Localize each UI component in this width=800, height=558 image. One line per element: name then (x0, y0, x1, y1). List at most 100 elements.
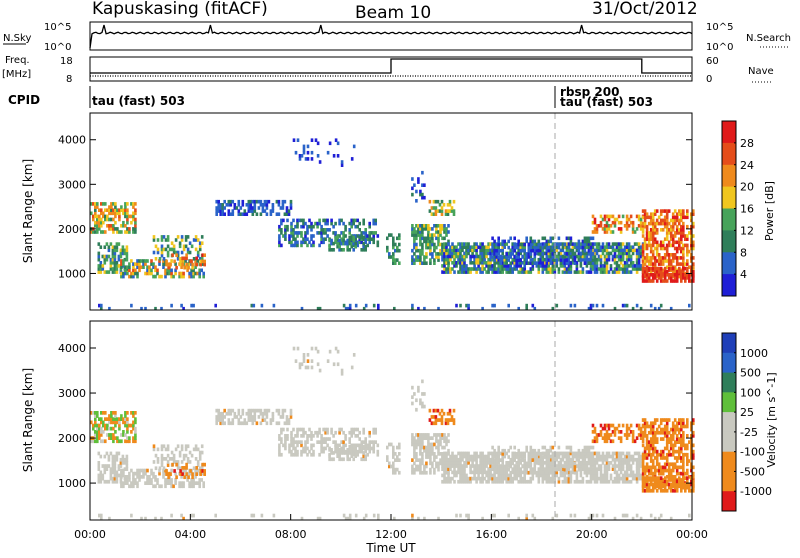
velocity-cell-213 (126, 458, 129, 462)
velocity-cell-560 (278, 444, 281, 448)
velocity-cell-43 (104, 439, 107, 443)
power-cell-303 (174, 272, 177, 276)
power-cell-182 (116, 270, 119, 274)
power-cell-347 (202, 275, 205, 279)
velocity-cell-672 (328, 437, 331, 441)
date-title: 31/Oct/2012 (592, 0, 698, 19)
velocity-cell-264 (146, 469, 149, 473)
power-cell-2489 (666, 279, 669, 283)
power-cell-817 (364, 248, 367, 252)
power-cell-1937 (548, 249, 551, 253)
power-cell-2587 (525, 304, 528, 308)
power-cell-1835 (493, 258, 496, 262)
power-cell-390 (179, 241, 182, 245)
power-cell-1886 (521, 255, 524, 259)
velocity-cell-576 (286, 434, 289, 438)
power-cell-1706 (610, 267, 613, 271)
power-cell-453 (215, 212, 218, 216)
velocity-cell-2258 (666, 456, 669, 460)
power-cell-148 (104, 261, 107, 265)
power-cell-242 (134, 269, 137, 273)
power-cell-1714 (612, 245, 615, 249)
power-cell-2073 (632, 224, 635, 228)
velocity-cell-342 (198, 481, 201, 485)
power-cell-2607 (650, 304, 653, 308)
power-cell-962 (429, 249, 432, 253)
power-cell-553 (288, 209, 291, 213)
power-cell-931 (421, 233, 424, 237)
power-cell-2213 (658, 253, 661, 257)
power-cell-2577 (459, 304, 462, 308)
velocity-cell-1987 (580, 462, 583, 466)
power-cell-1056 (443, 203, 446, 207)
power-cell-332 (192, 275, 195, 279)
power-cell-562 (278, 225, 281, 229)
power-cell-554 (290, 206, 293, 210)
power-cell-662 (324, 231, 327, 235)
velocity-cell-1880 (517, 462, 520, 466)
power-cell-1904 (530, 252, 533, 256)
power-cell-857 (390, 233, 393, 237)
power-cell-505 (250, 203, 253, 207)
power-cell-783 (336, 236, 339, 240)
power-cell-2257 (666, 250, 669, 254)
power-cell-579 (288, 237, 291, 241)
power-cell-1183 (469, 258, 472, 262)
velocity-cell-420 (201, 451, 204, 455)
power-cell-603 (296, 225, 299, 229)
power-cell-84 (118, 218, 121, 222)
power-cell-2192 (654, 212, 657, 216)
power-cell-513 (254, 203, 257, 207)
power-cell-1046 (435, 206, 438, 210)
velocity-cell-440 (187, 475, 190, 479)
power-colorbar-tick-label-6: 28 (740, 137, 754, 150)
power-cell-2266 (666, 219, 669, 223)
power-cell-882 (411, 249, 414, 253)
velocity-cell-1883 (519, 468, 522, 472)
velocity-cell-394 (183, 457, 186, 461)
velocity-cell-540 (278, 421, 281, 425)
power-cell-2409 (688, 250, 691, 254)
velocity-cell-1862 (507, 449, 510, 453)
power-cell-1556 (570, 270, 573, 274)
power-cell-1857 (505, 261, 508, 265)
velocity-cell-844 (337, 362, 340, 366)
power-cell-358 (159, 257, 162, 261)
power-cell-300 (170, 269, 173, 273)
velocity-cell-704 (348, 437, 351, 441)
power-cell-177 (114, 258, 117, 262)
velocity-cell-1693 (606, 471, 609, 475)
velocity-cell-421 (201, 444, 204, 448)
velocity-cell-86 (118, 421, 121, 425)
power-cell-1260 (489, 261, 492, 265)
power-cell-415 (199, 248, 202, 252)
power-cell-2198 (656, 250, 659, 254)
power-cell-2541 (130, 304, 133, 308)
power-cell-1234 (481, 242, 484, 246)
power-cell-2550 (192, 304, 195, 308)
velocity-cell-441 (189, 469, 192, 473)
velocity-cell-136 (98, 464, 101, 468)
velocity-cell-125 (134, 436, 137, 440)
velocity-cell-365 (163, 466, 166, 470)
power-cell-831 (307, 151, 310, 155)
power-cell-2580 (467, 304, 470, 308)
velocity-cell-2118 (644, 418, 647, 422)
power-cell-864 (392, 240, 395, 244)
power-cell-2035 (606, 230, 609, 234)
power-cell-1110 (451, 267, 454, 271)
power-cell-1930 (544, 237, 547, 241)
velocity-cell-415 (199, 457, 202, 461)
velocity-cell-1938 (548, 455, 551, 459)
power-cell-830 (307, 157, 310, 161)
power-cell-1176 (467, 252, 470, 256)
velocity-cell-544 (282, 415, 285, 419)
power-cell-2026 (600, 221, 603, 225)
velocity-cell-777 (332, 457, 335, 461)
velocity-cell-444 (195, 472, 198, 476)
power-cell-1862 (507, 240, 510, 244)
power-cell-183 (116, 267, 119, 271)
velocity-cell-970 (431, 462, 434, 466)
power-cell-1934 (546, 243, 549, 247)
